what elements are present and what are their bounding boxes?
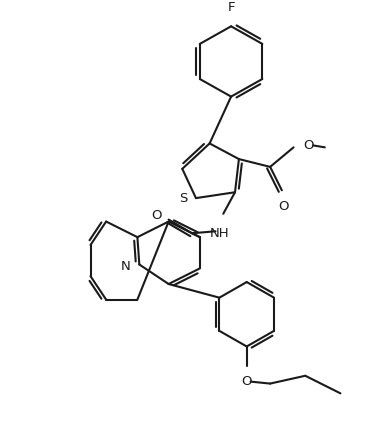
Text: O: O bbox=[241, 375, 252, 388]
Text: F: F bbox=[227, 0, 235, 13]
Text: O: O bbox=[303, 139, 314, 152]
Text: O: O bbox=[152, 209, 162, 222]
Text: S: S bbox=[179, 192, 187, 205]
Text: O: O bbox=[279, 200, 289, 213]
Text: NH: NH bbox=[210, 228, 229, 241]
Text: N: N bbox=[121, 260, 130, 273]
